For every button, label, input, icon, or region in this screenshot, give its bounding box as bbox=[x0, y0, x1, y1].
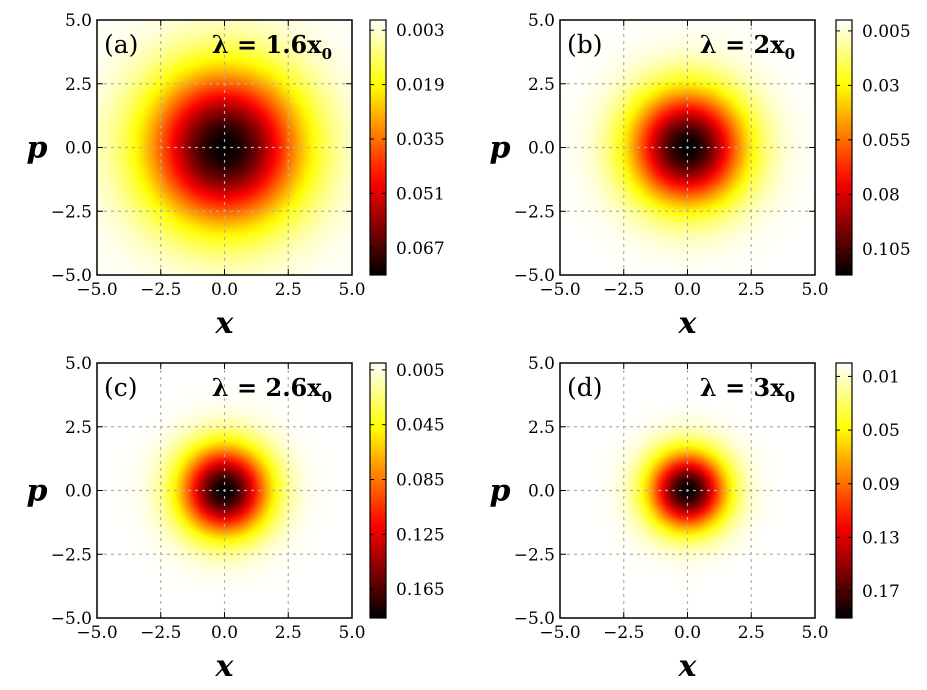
colorbar-tick-label: 0.01 bbox=[862, 367, 900, 387]
lambda-subscript: 0 bbox=[322, 45, 332, 63]
lambda-subscript: 0 bbox=[322, 388, 332, 406]
y-tick-label: −2.5 bbox=[514, 545, 555, 565]
x-tick-label: −5.0 bbox=[76, 623, 117, 643]
x-tick-label: 5.0 bbox=[338, 623, 365, 643]
x-tick-label: 5.0 bbox=[801, 280, 828, 300]
y-tick-label: 2.5 bbox=[65, 418, 92, 438]
y-axis-label: p bbox=[27, 474, 48, 509]
y-tick-label: 5.0 bbox=[65, 11, 92, 31]
y-axis-label: p bbox=[490, 474, 511, 509]
lambda-annotation: λ = 1.6x0 bbox=[212, 30, 332, 63]
x-tick-label: 5.0 bbox=[801, 623, 828, 643]
x-tick-label: −2.5 bbox=[140, 623, 181, 643]
lambda-text: λ = 1.6x bbox=[212, 30, 322, 59]
lambda-subscript: 0 bbox=[785, 388, 795, 406]
y-tick-label: 5.0 bbox=[528, 11, 555, 31]
x-tick-label: −5.0 bbox=[76, 280, 117, 300]
colorbar-tick-label: 0.105 bbox=[862, 240, 911, 260]
y-tick-label: 2.5 bbox=[65, 75, 92, 95]
colorbar-tick-label: 0.09 bbox=[862, 475, 900, 495]
y-tick-label: −5.0 bbox=[514, 266, 555, 286]
panel-label: (c) bbox=[104, 373, 138, 402]
lambda-text: λ = 2.6x bbox=[212, 373, 322, 402]
x-tick-label: 0.0 bbox=[211, 623, 238, 643]
colorbar-tick-label: 0.05 bbox=[862, 421, 900, 441]
y-axis-label: p bbox=[490, 131, 511, 166]
x-tick-label: −2.5 bbox=[140, 280, 181, 300]
y-tick-label: −2.5 bbox=[51, 202, 92, 222]
colorbar-tick-label: 0.003 bbox=[396, 21, 445, 41]
colorbar-tick-label: 0.005 bbox=[396, 361, 445, 381]
colorbar-tick-label: 0.005 bbox=[862, 22, 911, 42]
y-tick-label: 5.0 bbox=[65, 354, 92, 374]
lambda-text: λ = 2x bbox=[700, 30, 785, 59]
colorbar-tick-label: 0.125 bbox=[396, 525, 445, 545]
colorbar-tick-label: 0.03 bbox=[862, 76, 900, 96]
x-tick-label: −5.0 bbox=[539, 280, 580, 300]
panel-label: (b) bbox=[567, 30, 603, 59]
x-tick-label: 0.0 bbox=[211, 280, 238, 300]
colorbar-tick-label: 0.08 bbox=[862, 185, 900, 205]
panel-b: −5.0 −2.5 0.0 2.5 5.0 5.0 2.5 0.0 −2.5 −5.0 x p (b) λ… bbox=[490, 11, 911, 341]
x-tick-label: 0.0 bbox=[674, 623, 701, 643]
panel-label: (d) bbox=[567, 373, 603, 402]
x-tick-label: −5.0 bbox=[539, 623, 580, 643]
y-tick-label: −2.5 bbox=[51, 545, 92, 565]
panel-d: −5.0 −2.5 0.0 2.5 5.0 5.0 2.5 0.0 −2.5 −5.0 x p (d) λ… bbox=[490, 354, 900, 684]
lambda-text: λ = 3x bbox=[700, 373, 785, 402]
colorbar-tick-label: 0.17 bbox=[862, 582, 900, 602]
lambda-subscript: 0 bbox=[785, 45, 795, 63]
x-tick-label: 2.5 bbox=[738, 280, 765, 300]
y-tick-label: 5.0 bbox=[528, 354, 555, 374]
lambda-annotation: λ = 3x0 bbox=[700, 373, 795, 406]
y-tick-label: −5.0 bbox=[514, 609, 555, 629]
colorbar-tick-label: 0.019 bbox=[396, 76, 445, 96]
panel-a: −5.0 −2.5 0.0 2.5 5.0 5.0 2.5 0.0 −2.5 −5.0 x p (a) λ… bbox=[27, 11, 445, 341]
y-tick-label: 0.0 bbox=[65, 482, 92, 502]
colorbar-tick-label: 0.067 bbox=[396, 239, 445, 259]
y-tick-label: 0.0 bbox=[65, 139, 92, 159]
x-axis-label: x bbox=[215, 306, 235, 341]
colorbar bbox=[369, 19, 387, 276]
y-tick-label: 0.0 bbox=[528, 139, 555, 159]
colorbar-tick-label: 0.051 bbox=[396, 184, 445, 204]
colorbar-tick-label: 0.035 bbox=[396, 130, 445, 150]
colorbar-tick-label: 0.085 bbox=[396, 471, 445, 491]
x-axis-label: x bbox=[215, 649, 235, 684]
colorbar bbox=[369, 362, 387, 619]
x-tick-label: 2.5 bbox=[738, 623, 765, 643]
y-tick-label: 2.5 bbox=[528, 75, 555, 95]
y-tick-label: −5.0 bbox=[51, 609, 92, 629]
x-axis-label: x bbox=[678, 649, 698, 684]
colorbar-tick-label: 0.055 bbox=[862, 131, 911, 151]
panel-c: −5.0 −2.5 0.0 2.5 5.0 5.0 2.5 0.0 −2.5 −5.0 x p (c) λ… bbox=[27, 354, 445, 684]
y-axis-label: p bbox=[27, 131, 48, 166]
x-tick-label: 0.0 bbox=[674, 280, 701, 300]
y-tick-label: −5.0 bbox=[51, 266, 92, 286]
y-tick-label: 2.5 bbox=[528, 418, 555, 438]
x-tick-label: 2.5 bbox=[275, 623, 302, 643]
lambda-annotation: λ = 2x0 bbox=[700, 30, 795, 63]
colorbar bbox=[835, 362, 853, 619]
colorbar bbox=[835, 19, 853, 276]
panel-label: (a) bbox=[104, 30, 138, 59]
x-tick-label: 5.0 bbox=[338, 280, 365, 300]
lambda-annotation: λ = 2.6x0 bbox=[212, 373, 332, 406]
colorbar-tick-label: 0.13 bbox=[862, 528, 900, 548]
x-tick-label: 2.5 bbox=[275, 280, 302, 300]
y-tick-label: −2.5 bbox=[514, 202, 555, 222]
x-tick-label: −2.5 bbox=[603, 623, 644, 643]
y-tick-label: 0.0 bbox=[528, 482, 555, 502]
colorbar-tick-label: 0.045 bbox=[396, 416, 445, 436]
x-tick-label: −2.5 bbox=[603, 280, 644, 300]
x-axis-label: x bbox=[678, 306, 698, 341]
colorbar-tick-label: 0.165 bbox=[396, 580, 445, 600]
